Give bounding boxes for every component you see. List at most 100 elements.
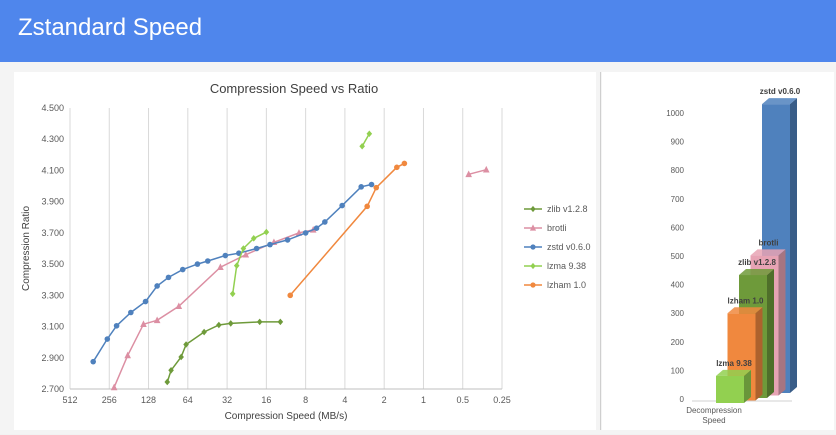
y-tick-label: 3.900 — [41, 197, 64, 207]
data-point-zstd-v0-6-0 — [358, 184, 365, 190]
data-point-lzma-9-38 — [359, 142, 365, 150]
x-tick-label: 2 — [382, 395, 387, 405]
x-tick-label: 256 — [102, 395, 117, 405]
data-point-zstd-v0-6-0 — [194, 261, 201, 267]
data-point-zstd-v0-6-0 — [90, 358, 96, 365]
bar-y-tick-label: 500 — [671, 252, 685, 261]
bar-front-lzma-9-38 — [716, 375, 744, 403]
legend-label-lzma-9-38: lzma 9.38 — [547, 261, 586, 271]
data-point-zlib-v1-2-8 — [277, 318, 284, 326]
y-tick-label: 3.700 — [41, 228, 64, 238]
data-point-zstd-v0-6-0 — [302, 230, 309, 236]
data-point-zlib-v1-2-8 — [178, 353, 184, 361]
bar-y-tick-label: 900 — [671, 138, 685, 147]
data-point-zstd-v0-6-0 — [204, 258, 211, 264]
series-zlib-v1-2-8 — [164, 318, 284, 386]
bar-top-zstd-v0-6-0 — [762, 98, 797, 105]
bar-y-tick-label: 800 — [671, 166, 685, 175]
series-line-zstd-v0-6-0 — [92, 183, 372, 363]
y-tick-label: 3.300 — [41, 290, 64, 300]
data-point-zstd-v0-6-0 — [154, 283, 160, 289]
slide-title: Zstandard Speed — [18, 14, 203, 41]
y-tick-label: 3.100 — [41, 322, 64, 332]
data-point-brotli — [124, 351, 131, 359]
bar-y-tick-label: 600 — [671, 223, 685, 232]
data-point-brotli — [140, 320, 147, 328]
x-tick-label: 512 — [62, 395, 77, 405]
legend-label-zlib-v1-2-8: zlib v1.2.8 — [547, 204, 588, 214]
data-point-zlib-v1-2-8 — [227, 320, 234, 327]
y-tick-label: 2.900 — [41, 353, 64, 363]
x-tick-label: 4 — [342, 395, 347, 405]
panel-divider — [600, 72, 601, 430]
data-point-zstd-v0-6-0 — [322, 219, 328, 225]
data-point-lzma-9-38 — [233, 262, 240, 269]
bar-label-lzham-1-0: lzham 1.0 — [727, 296, 764, 305]
legend-label-zstd-v0-6-0: zstd v0.6.0 — [547, 242, 591, 252]
data-point-zlib-v1-2-8 — [201, 328, 207, 336]
bar-y-tick-label: 0 — [680, 395, 685, 404]
legend-label-lzham-1-0: lzham 1.0 — [547, 280, 586, 290]
bar-y-tick-label: 400 — [671, 281, 685, 290]
slide-title-bar: Zstandard Speed — [0, 0, 836, 62]
data-point-zlib-v1-2-8 — [183, 341, 189, 348]
bar-y-tick-label: 100 — [671, 366, 685, 375]
x-tick-label: 8 — [303, 395, 308, 405]
bar-y-tick-label: 200 — [671, 338, 685, 347]
legend-marker-zstd-v0-6-0 — [530, 244, 536, 250]
scatter-chart: 512 256 128 64 32 16 8 4 2 1 0.5 0.25 2.700 2.900 3.10… — [21, 81, 591, 422]
data-point-brotli — [110, 383, 118, 391]
data-point-lzma-9-38 — [366, 130, 373, 138]
data-point-brotli — [465, 170, 472, 178]
data-point-zstd-v0-6-0 — [253, 245, 260, 252]
bar-y-tick-label: 1000 — [666, 109, 684, 118]
data-point-brotli — [482, 165, 490, 173]
x-tick-label: 128 — [141, 395, 156, 405]
data-point-zstd-v0-6-0 — [284, 237, 291, 243]
data-point-lzham-1-0 — [373, 184, 380, 191]
bar-label-lzma-9-38: lzma 9.38 — [716, 359, 752, 368]
data-point-zstd-v0-6-0 — [179, 266, 186, 273]
data-point-zstd-v0-6-0 — [165, 274, 172, 281]
data-point-brotli — [242, 250, 250, 258]
x-axis-label: Compression Speed (MB/s) — [225, 411, 348, 422]
bar-label-brotli: brotli — [759, 238, 779, 247]
data-point-lzham-1-0 — [394, 164, 400, 171]
data-point-zstd-v0-6-0 — [267, 241, 273, 248]
data-point-zstd-v0-6-0 — [222, 252, 229, 259]
bar-y-tick-label: 300 — [671, 309, 685, 318]
series-lzham-1-0 — [287, 160, 408, 299]
x-tick-label: 64 — [183, 395, 193, 405]
series-line-lzma-9-38 — [231, 231, 267, 294]
series-line-lzma-9-38 — [361, 133, 370, 147]
scatter-chart-panel: 512 256 128 64 32 16 8 4 2 1 0.5 0.25 2.700 2.900 3.10… — [14, 72, 596, 430]
data-point-zstd-v0-6-0 — [368, 181, 375, 188]
data-point-lzma-9-38 — [240, 245, 247, 252]
data-point-zstd-v0-6-0 — [313, 225, 320, 232]
series-lzma-9-38 — [229, 130, 373, 298]
y-tick-label: 4.300 — [41, 134, 64, 144]
series-line-brotli — [113, 229, 314, 388]
bar-lzma-9-38: lzma 9.38 — [716, 359, 752, 403]
chart-title: Compression Speed vs Ratio — [210, 81, 378, 96]
data-point-brotli — [217, 263, 224, 271]
bar-label-zlib-v1-2-8: zlib v1.2.8 — [738, 258, 776, 267]
bar-top-lzma-9-38 — [716, 369, 751, 376]
legend: zlib v1.2.8 brotli zstd v0.6.0 lzma 9.38 lzh… — [524, 204, 591, 290]
data-point-lzham-1-0 — [287, 292, 294, 299]
y-tick-label: 3.500 — [41, 259, 64, 269]
data-point-zlib-v1-2-8 — [216, 321, 222, 329]
data-point-brotli — [175, 302, 183, 310]
x-tick-label: 32 — [222, 395, 232, 405]
bar-side-zstd-v0-6-0 — [790, 98, 797, 393]
data-point-lzma-9-38 — [229, 290, 236, 298]
bar-top-lzham-1-0 — [727, 307, 763, 314]
x-tick-label: 1 — [421, 395, 426, 405]
data-point-zstd-v0-6-0 — [128, 309, 134, 316]
bar-side-lzham-1-0 — [755, 307, 763, 401]
data-point-lzma-9-38 — [250, 235, 257, 242]
y-tick-label: 2.700 — [41, 384, 64, 394]
legend-marker-lzma-9-38 — [530, 262, 536, 270]
data-point-zstd-v0-6-0 — [142, 298, 149, 305]
series-zstd-v0-6-0 — [90, 181, 375, 365]
